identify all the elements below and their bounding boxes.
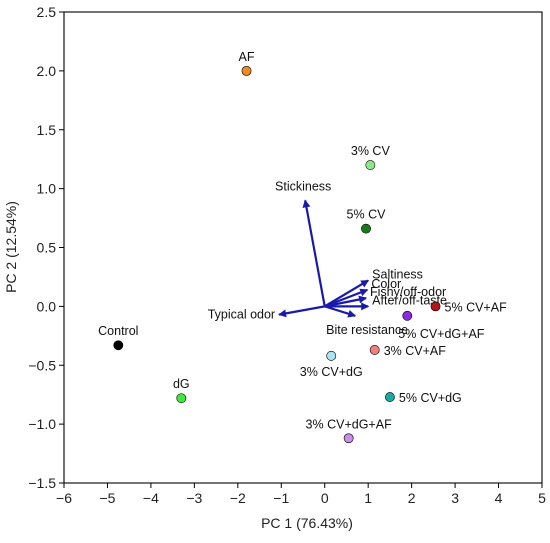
point-label-control: Control <box>98 324 138 338</box>
x-axis-title: PC 1 (76.43%) <box>261 515 353 531</box>
y-tick-label: 0.5 <box>37 240 57 256</box>
point-label-5-cv-af: 5% CV+AF <box>445 300 508 314</box>
vector-label-typical-odor: Typical odor <box>208 308 275 322</box>
y-tick-label: 2.0 <box>37 63 57 79</box>
y-tick-label: 0.0 <box>37 298 57 314</box>
y-tick-label: 1.5 <box>37 122 57 138</box>
vector-label-saltiness: Saltiness <box>372 267 423 281</box>
point-5-cv-dg <box>385 392 395 402</box>
vector-label-after-off-taste: After/off-taste <box>372 293 447 307</box>
vector-label-bite-resistance: Bite resistance <box>326 323 408 337</box>
y-tick-label: 1.0 <box>37 181 57 197</box>
y-tick-label: −1.5 <box>28 475 56 491</box>
x-tick-label: −4 <box>143 490 159 506</box>
point-label-5-cv: 5% CV <box>347 208 387 222</box>
x-tick-label: 4 <box>495 490 503 506</box>
x-tick-label: 5 <box>538 490 546 506</box>
axes-group: −6 −5 −4 −3 −2 −1 0 1 2 3 4 5 −1.5 −1.0 −0.5 0.0 0.5 1.0 1… <box>28 4 546 506</box>
vector-label-color: Color <box>371 277 401 291</box>
x-tick-label: 1 <box>364 490 372 506</box>
point-label-5-cv-dg-af: 5% CV+dG+AF <box>398 327 485 341</box>
vector-color <box>324 288 369 308</box>
point-label-5-cv-dg: 5% CV+dG <box>399 391 462 405</box>
x-tick-label: 3 <box>451 490 459 506</box>
vector-bite-resistance <box>324 305 357 318</box>
plot-frame <box>63 11 543 484</box>
point-label-af: AF <box>239 50 255 64</box>
vector-label-fishy-off-odor: Fishy/off-odor <box>370 285 446 299</box>
vector-fishy-off-odor <box>324 295 367 308</box>
y-axis-title: PC 2 (12.54%) <box>3 201 19 293</box>
x-tick-label: −2 <box>230 490 246 506</box>
point-dg <box>176 393 187 404</box>
point-control <box>113 340 124 351</box>
vector-stickiness <box>302 199 326 307</box>
point-5-cv <box>361 223 371 234</box>
point-label-dg: dG <box>173 377 190 391</box>
point-3-cv-dg-af <box>343 433 354 444</box>
point-3-cv <box>365 160 376 170</box>
point-label-3-cv-dg-af: 3% CV+dG+AF <box>306 417 393 431</box>
point-5-cv-af <box>430 301 441 312</box>
y-tick-label: −1.0 <box>28 416 56 432</box>
x-tick-label: 0 <box>321 490 329 506</box>
x-tick-label: −1 <box>273 490 289 506</box>
point-3-cv-af <box>369 345 380 355</box>
loading-vectors-group: Stickiness SaltinessColorFishy/off-odorAf… <box>208 179 447 336</box>
point-label-3-cv-af: 3% CV+AF <box>384 344 447 358</box>
x-tick-label: 2 <box>408 490 416 506</box>
x-tick-label: −5 <box>99 490 115 506</box>
vector-typical-odor <box>278 305 325 318</box>
x-tick-label: −3 <box>186 490 202 506</box>
vector-label-stickiness: Stickiness <box>275 179 331 193</box>
point-label-3-cv-dg: 3% CV+dG <box>300 365 363 379</box>
point-3-cv-dg <box>326 350 337 361</box>
y-tick-label: −0.5 <box>28 357 56 373</box>
point-af <box>241 65 252 76</box>
point-label-3-cv: 3% CV <box>351 144 391 158</box>
y-tick-label: 2.5 <box>37 4 57 20</box>
x-tick-label: −6 <box>56 490 72 506</box>
point-5-cv-dg-af <box>402 310 413 321</box>
vector-saltiness <box>324 279 370 308</box>
score-points-group: AF 3% CV 5% CV 5% CV+AF 5% CV+dG+AF 3% CV+AF 3… <box>98 50 508 444</box>
